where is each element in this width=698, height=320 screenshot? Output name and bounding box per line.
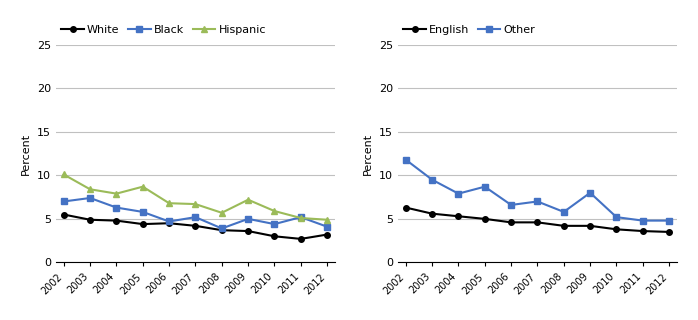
- Hispanic: [59, 172, 68, 176]
- Hispanic: [218, 211, 226, 215]
- Black: [270, 222, 279, 226]
- Line: Other: Other: [403, 157, 672, 223]
- Other: [665, 219, 674, 222]
- White: [59, 212, 68, 216]
- Line: Hispanic: Hispanic: [61, 172, 330, 222]
- White: [139, 222, 147, 226]
- Hispanic: [297, 216, 305, 220]
- Line: English: English: [403, 205, 672, 235]
- Other: [481, 185, 489, 188]
- English: [639, 229, 647, 233]
- Other: [454, 192, 463, 196]
- Other: [560, 210, 568, 214]
- Other: [507, 203, 515, 207]
- Black: [112, 206, 121, 210]
- White: [86, 218, 94, 222]
- White: [270, 234, 279, 238]
- Y-axis label: Percent: Percent: [22, 132, 31, 175]
- White: [323, 233, 332, 236]
- Black: [218, 227, 226, 230]
- Other: [428, 178, 436, 182]
- Line: White: White: [61, 212, 330, 242]
- Black: [165, 220, 173, 223]
- Hispanic: [112, 192, 121, 196]
- White: [191, 224, 200, 228]
- Line: Black: Black: [61, 195, 330, 231]
- Black: [191, 215, 200, 219]
- Black: [297, 215, 305, 219]
- Hispanic: [244, 198, 252, 202]
- Hispanic: [323, 218, 332, 222]
- English: [481, 217, 489, 221]
- Other: [639, 219, 647, 222]
- Black: [86, 196, 94, 200]
- Hispanic: [270, 209, 279, 213]
- Hispanic: [139, 185, 147, 188]
- Y-axis label: Percent: Percent: [364, 132, 373, 175]
- English: [507, 220, 515, 224]
- English: [428, 212, 436, 216]
- Black: [139, 210, 147, 214]
- Other: [612, 215, 621, 219]
- Other: [401, 158, 410, 162]
- White: [165, 221, 173, 225]
- English: [401, 206, 410, 210]
- Other: [586, 191, 594, 195]
- White: [218, 228, 226, 232]
- Black: [244, 217, 252, 221]
- English: [454, 214, 463, 218]
- English: [612, 228, 621, 231]
- Black: [59, 200, 68, 204]
- White: [244, 229, 252, 233]
- English: [533, 220, 542, 224]
- English: [586, 224, 594, 228]
- White: [297, 237, 305, 241]
- Other: [533, 200, 542, 204]
- Hispanic: [165, 201, 173, 205]
- Black: [323, 225, 332, 228]
- Legend: English, Other: English, Other: [403, 25, 535, 35]
- Hispanic: [86, 188, 94, 191]
- White: [112, 219, 121, 222]
- Legend: White, Black, Hispanic: White, Black, Hispanic: [61, 25, 266, 35]
- Hispanic: [191, 202, 200, 206]
- English: [665, 230, 674, 234]
- English: [560, 224, 568, 228]
